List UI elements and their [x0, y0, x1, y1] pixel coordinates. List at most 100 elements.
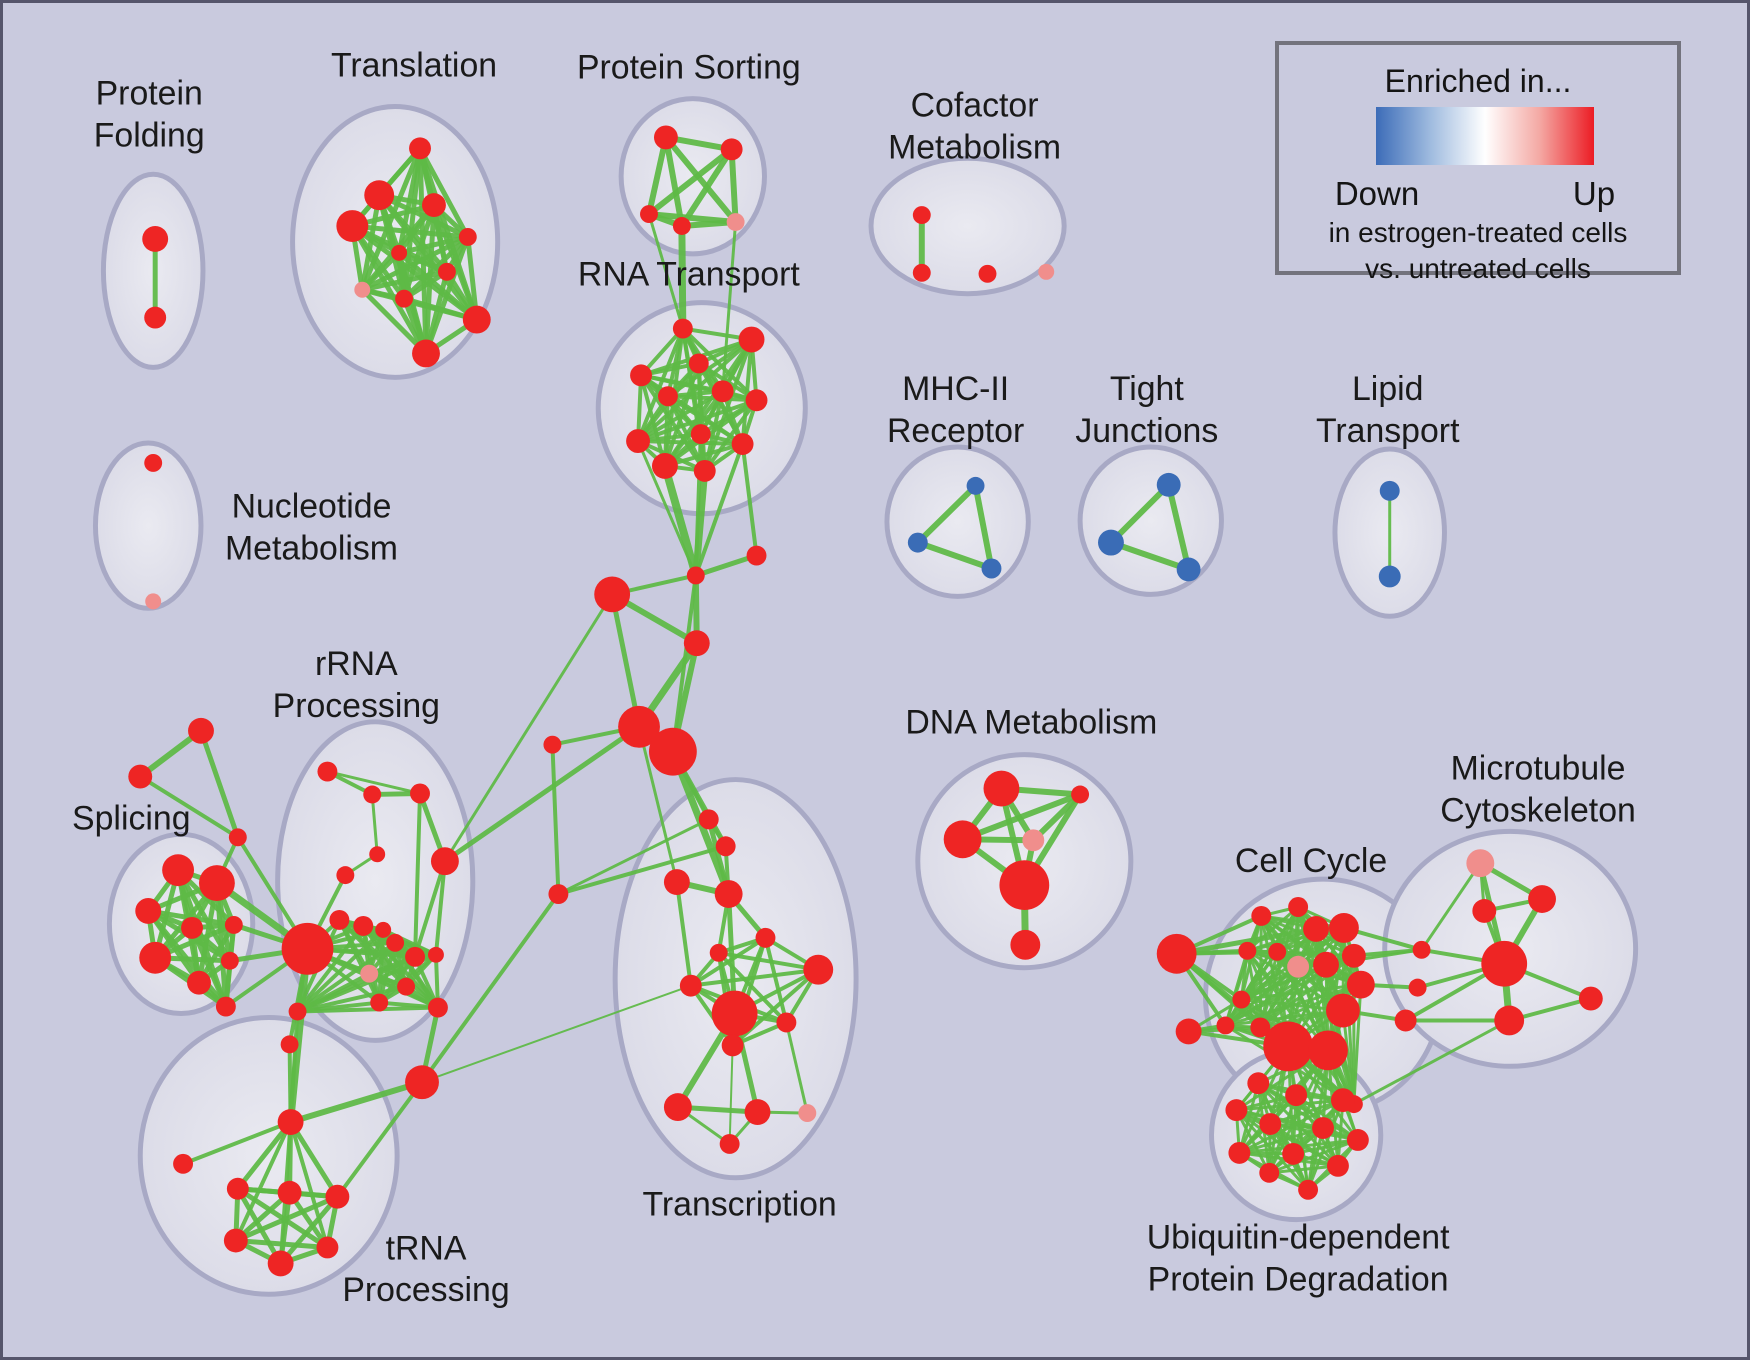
gene-set-node-39[interactable]: [1176, 557, 1201, 582]
gene-set-node-54[interactable]: [228, 828, 247, 847]
gene-set-node-20[interactable]: [978, 264, 997, 283]
gene-set-node-105[interactable]: [798, 1104, 817, 1123]
gene-set-node-70[interactable]: [281, 922, 334, 975]
gene-set-node-68[interactable]: [336, 866, 355, 885]
gene-set-node-129[interactable]: [1263, 1021, 1314, 1072]
gene-set-node-13[interactable]: [653, 125, 678, 150]
gene-set-node-16[interactable]: [672, 217, 691, 235]
gene-set-node-73[interactable]: [375, 921, 392, 938]
gene-set-node-115[interactable]: [1251, 905, 1272, 926]
gene-set-node-137[interactable]: [1472, 899, 1497, 923]
gene-set-node-123[interactable]: [1341, 943, 1366, 968]
gene-set-node-85[interactable]: [173, 1153, 194, 1174]
gene-set-node-64[interactable]: [317, 761, 338, 782]
gene-set-node-41[interactable]: [1378, 565, 1401, 588]
gene-set-node-65[interactable]: [363, 785, 382, 804]
gene-set-node-136[interactable]: [1528, 885, 1556, 913]
gene-set-node-19[interactable]: [912, 263, 931, 282]
gene-set-node-101[interactable]: [776, 1012, 797, 1033]
gene-set-node-15[interactable]: [640, 205, 658, 224]
gene-set-node-134[interactable]: [1394, 1009, 1417, 1032]
gene-set-node-112[interactable]: [1010, 929, 1041, 960]
gene-set-node-27[interactable]: [711, 380, 734, 403]
gene-set-node-97[interactable]: [709, 943, 728, 962]
gene-set-node-122[interactable]: [1313, 951, 1339, 978]
gene-set-node-60[interactable]: [139, 941, 172, 974]
gene-set-node-145[interactable]: [1259, 1113, 1282, 1135]
gene-set-node-4[interactable]: [336, 210, 369, 242]
gene-set-node-5[interactable]: [422, 193, 446, 218]
gene-set-node-6[interactable]: [458, 228, 477, 246]
gene-set-node-103[interactable]: [663, 1093, 692, 1122]
gene-set-node-148[interactable]: [1228, 1141, 1251, 1164]
gene-set-node-31[interactable]: [731, 433, 754, 455]
gene-set-node-18[interactable]: [912, 206, 931, 225]
gene-set-node-128[interactable]: [1216, 1016, 1235, 1035]
gene-set-node-30[interactable]: [626, 429, 650, 454]
gene-set-node-3[interactable]: [364, 180, 395, 211]
gene-set-node-26[interactable]: [657, 386, 678, 407]
gene-set-node-144[interactable]: [1225, 1099, 1248, 1122]
gene-set-node-77[interactable]: [360, 964, 379, 983]
gene-set-node-1[interactable]: [144, 306, 167, 329]
gene-set-node-37[interactable]: [1156, 472, 1181, 497]
gene-set-node-109[interactable]: [943, 820, 982, 859]
gene-set-node-90[interactable]: [267, 1250, 294, 1277]
gene-set-node-82[interactable]: [280, 1035, 299, 1054]
gene-set-node-14[interactable]: [720, 138, 743, 161]
gene-set-node-127[interactable]: [1250, 1017, 1271, 1038]
gene-set-node-92[interactable]: [698, 809, 719, 830]
gene-set-node-38[interactable]: [1098, 529, 1124, 556]
gene-set-node-118[interactable]: [1328, 912, 1359, 943]
gene-set-node-24[interactable]: [688, 353, 709, 374]
gene-set-node-86[interactable]: [226, 1177, 249, 1200]
gene-set-node-89[interactable]: [223, 1228, 248, 1253]
gene-set-node-83[interactable]: [405, 1065, 439, 1100]
gene-set-node-146[interactable]: [1312, 1117, 1334, 1139]
gene-set-node-130[interactable]: [1308, 1030, 1348, 1071]
gene-set-node-28[interactable]: [745, 389, 768, 412]
gene-set-node-84[interactable]: [277, 1109, 304, 1135]
gene-set-node-63[interactable]: [215, 996, 236, 1017]
gene-set-node-88[interactable]: [325, 1184, 350, 1209]
gene-set-node-67[interactable]: [369, 846, 386, 863]
gene-set-node-81[interactable]: [288, 1002, 307, 1021]
gene-set-node-141[interactable]: [1247, 1072, 1270, 1095]
gene-set-node-135[interactable]: [1466, 849, 1495, 878]
gene-set-node-117[interactable]: [1303, 915, 1329, 942]
gene-set-node-124[interactable]: [1346, 970, 1375, 999]
gene-set-node-74[interactable]: [386, 933, 405, 952]
gene-set-node-35[interactable]: [907, 532, 928, 553]
gene-set-node-42[interactable]: [144, 454, 163, 472]
gene-set-node-114[interactable]: [1175, 1018, 1202, 1045]
gene-set-node-133[interactable]: [1408, 978, 1427, 997]
gene-set-node-78[interactable]: [397, 977, 416, 996]
gene-set-node-107[interactable]: [983, 770, 1020, 807]
gene-set-node-80[interactable]: [427, 997, 448, 1018]
gene-set-node-120[interactable]: [1268, 942, 1287, 961]
gene-set-node-46[interactable]: [594, 576, 631, 613]
gene-set-node-138[interactable]: [1481, 940, 1528, 987]
gene-set-node-142[interactable]: [1285, 1084, 1308, 1107]
gene-set-node-79[interactable]: [370, 993, 389, 1012]
gene-set-node-104[interactable]: [744, 1099, 771, 1126]
gene-set-node-45[interactable]: [746, 545, 767, 566]
gene-set-node-21[interactable]: [1038, 263, 1055, 280]
gene-set-node-91[interactable]: [316, 1236, 339, 1259]
gene-set-node-96[interactable]: [755, 927, 776, 948]
gene-set-node-48[interactable]: [618, 705, 660, 748]
gene-set-node-2[interactable]: [409, 137, 431, 160]
gene-set-node-69[interactable]: [430, 847, 459, 876]
gene-set-node-56[interactable]: [198, 865, 235, 902]
gene-set-node-132[interactable]: [1412, 940, 1431, 959]
gene-set-node-119[interactable]: [1238, 941, 1257, 960]
gene-set-node-99[interactable]: [803, 954, 834, 985]
gene-set-node-34[interactable]: [966, 476, 985, 495]
gene-set-node-93[interactable]: [715, 836, 736, 857]
gene-set-node-76[interactable]: [427, 946, 444, 963]
gene-set-node-52[interactable]: [188, 717, 214, 744]
gene-set-node-125[interactable]: [1326, 993, 1360, 1028]
gene-set-node-150[interactable]: [1259, 1162, 1280, 1183]
gene-set-node-17[interactable]: [726, 213, 745, 231]
gene-set-node-61[interactable]: [187, 970, 211, 995]
